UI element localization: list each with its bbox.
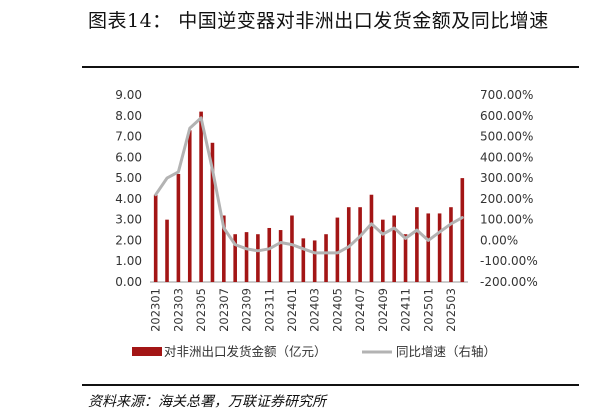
x-axis-tick-label: 202403 (308, 288, 322, 332)
right-axis-ticks: 700.00% 600.00% 500.00% 400.00% 300.00% 200.0… (480, 88, 538, 289)
x-axis-tick-label: 202307 (217, 288, 231, 332)
bar-202403 (312, 240, 317, 282)
bar-202409 (381, 219, 385, 282)
x-axis-tick-label: 202409 (376, 288, 390, 332)
right-axis-tick-label: -200.00% (480, 275, 538, 289)
title-rule (82, 66, 579, 68)
bar-202309 (244, 232, 249, 282)
bar-202308 (233, 234, 237, 282)
bar-202311 (267, 227, 272, 282)
left-axis-tick-label: 7.00 (115, 130, 142, 144)
left-axis-tick-label: 5.00 (115, 171, 142, 185)
bar-202301 (153, 194, 158, 282)
right-axis-tick-label: 600.00% (480, 109, 533, 123)
x-axis-tick-label: 202407 (353, 288, 367, 332)
bar-202405 (335, 217, 340, 282)
x-axis-ticks: 202301 202303 202305 202307 202309 202311 2024… (149, 288, 458, 332)
legend-bar-label: 对非洲出口发货金额（亿元） (164, 344, 327, 359)
x-axis-tick-label: 202401 (285, 288, 299, 332)
bar-series (153, 111, 465, 282)
bar-202310 (256, 234, 260, 282)
yoy-growth-line (154, 116, 464, 255)
bar-202501 (426, 213, 431, 282)
bar-202312 (278, 230, 283, 282)
right-axis-tick-label: 400.00% (480, 150, 533, 164)
x-axis-tick-label: 202501 (421, 288, 435, 332)
right-axis-tick-label: 700.00% (480, 88, 533, 102)
bar-202406 (346, 207, 351, 282)
legend-bar-swatch (132, 347, 162, 356)
left-axis-tick-label: 0.00 (115, 275, 142, 289)
x-axis-tick-label: 202411 (399, 288, 413, 332)
left-axis-tick-label: 9.00 (115, 88, 142, 102)
right-axis-tick-label: -100.00% (480, 254, 538, 268)
bar-202504 (460, 178, 465, 282)
bar-202410 (392, 215, 396, 282)
left-axis-tick-label: 2.00 (115, 233, 142, 247)
right-axis-tick-label: 500.00% (480, 130, 533, 144)
bar-202408 (369, 194, 374, 282)
legend: 对非洲出口发货金额（亿元） 同比增速（右轴） (132, 344, 496, 359)
right-axis-tick-label: 200.00% (480, 192, 533, 206)
left-axis-tick-label: 6.00 (115, 150, 142, 164)
right-axis-tick-label: 100.00% (480, 213, 533, 227)
left-axis-tick-label: 4.00 (115, 192, 142, 206)
bar-202303 (176, 173, 181, 282)
bar-202402 (301, 238, 306, 282)
right-axis-tick-label: 0.00% (480, 233, 518, 247)
x-axis-tick-label: 202305 (194, 288, 208, 332)
bar-202404 (324, 234, 328, 282)
x-axis-tick-label: 202405 (330, 288, 344, 332)
left-axis-tick-label: 3.00 (115, 213, 142, 227)
bar-202411 (403, 234, 408, 282)
bar-202302 (165, 219, 169, 282)
x-axis-tick-label: 202301 (149, 288, 163, 332)
x-axis-tick-label: 202309 (240, 288, 254, 332)
left-axis-ticks: 9.00 8.00 7.00 6.00 5.00 4.00 3.00 2.00 1.00 0.00 (115, 88, 142, 289)
bar-202304 (187, 130, 192, 282)
left-axis-tick-label: 1.00 (115, 254, 142, 268)
x-axis-tick-label: 202303 (171, 288, 185, 332)
legend-line-label: 同比增速（右轴） (396, 344, 496, 359)
source-note: 资料来源：海关总署，万联证券研究所 (88, 394, 326, 410)
bar-202306 (210, 142, 215, 282)
left-axis-tick-label: 8.00 (115, 109, 142, 123)
source-rule (82, 384, 579, 386)
bar-202407 (358, 207, 362, 282)
x-axis-tick-label: 202311 (262, 288, 276, 332)
bar-202305 (199, 111, 203, 282)
bar-202307 (222, 215, 226, 282)
x-axis-tick-label: 202503 (444, 288, 458, 332)
bar-202502 (437, 213, 442, 282)
bar-202412 (415, 207, 419, 282)
bar-202503 (449, 207, 453, 282)
right-axis-tick-label: 300.00% (480, 171, 533, 185)
chart-title: 图表14： 中国逆变器对非洲出口发货金额及同比增速 (88, 10, 549, 32)
bar-202401 (290, 215, 294, 282)
